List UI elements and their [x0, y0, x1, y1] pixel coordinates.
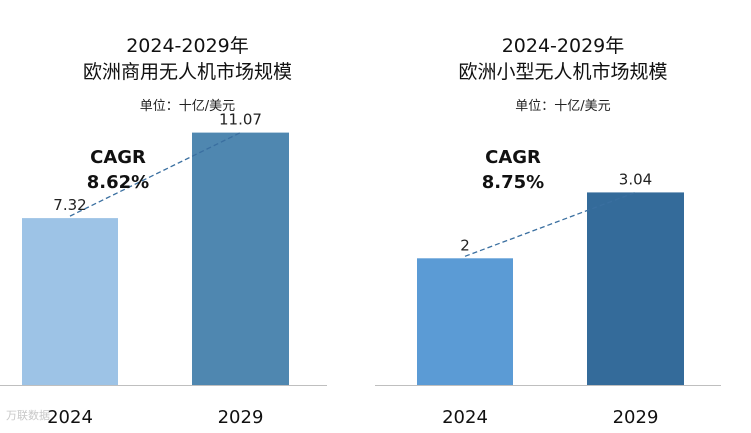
bar-2029 — [192, 132, 289, 385]
x-tick-2029: 2029 — [218, 407, 264, 428]
watermark-text: 万联数据 — [6, 409, 50, 422]
data-label-2029: 11.07 — [219, 111, 262, 129]
bar-2024 — [22, 218, 118, 385]
x-tick-2024: 2024 — [47, 407, 93, 428]
chart-unit-label: 单位：十亿/美元 — [139, 99, 236, 114]
cagr-label: CAGR — [485, 147, 541, 168]
chart-panel-commercial-drones: 2024-2029年 欧洲商用无人机市场规模 单位：十亿/美元 7.32 2024… — [0, 0, 375, 433]
x-tick-2024: 2024 — [442, 407, 488, 428]
x-tick-2029: 2029 — [613, 407, 659, 428]
data-label-2024: 2 — [460, 236, 470, 254]
cagr-value: 8.75% — [482, 172, 544, 193]
bar-2024 — [417, 258, 513, 385]
chart-title-line1: 2024-2029年 — [501, 35, 625, 57]
cagr-label: CAGR — [90, 147, 146, 168]
chart-title-line2: 欧洲小型无人机市场规模 — [458, 61, 668, 83]
chart-small-drones: 2 2024 3.04 2029 CAGR 8.75% — [375, 147, 721, 428]
bar-2029 — [587, 192, 684, 385]
data-label-2029: 3.04 — [619, 170, 652, 188]
cagr-trend-line — [464, 191, 636, 257]
data-label-2024: 7.32 — [53, 196, 86, 214]
chart-title-line2: 欧洲商用无人机市场规模 — [82, 61, 292, 83]
chart-title-line1: 2024-2029年 — [126, 35, 249, 57]
chart-panel-small-drones: 2024-2029年 欧洲小型无人机市场规模 单位：十亿/美元 2 2024 3.0… — [375, 0, 751, 433]
chart-commercial-drones: 7.32 2024 11.07 2029 CAGR 8.62% — [0, 111, 327, 428]
chart-unit-label: 单位：十亿/美元 — [515, 99, 611, 114]
cagr-value: 8.62% — [87, 172, 149, 193]
